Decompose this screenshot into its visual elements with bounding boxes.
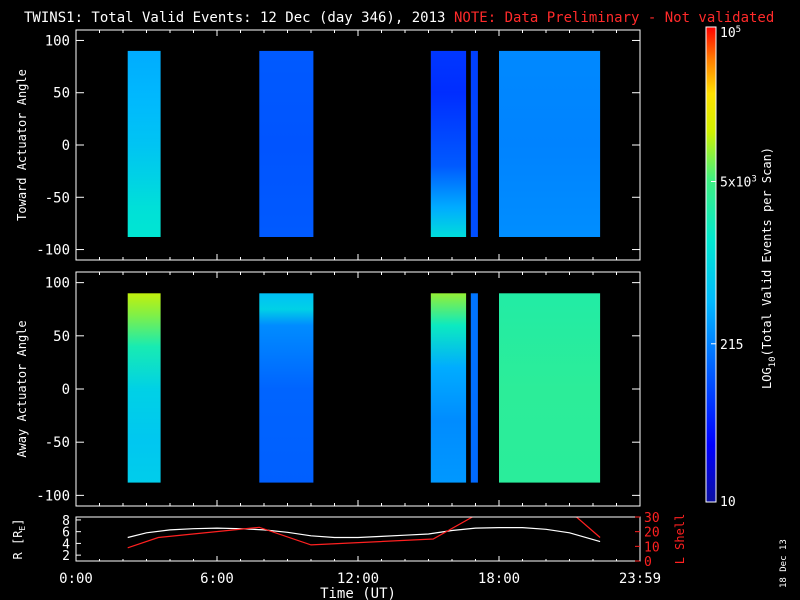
y-tick-label: -50 (45, 190, 70, 206)
y-tick-label: 100 (45, 276, 70, 292)
radius-line (127, 526, 601, 543)
orbit-frame (75, 516, 641, 562)
colorbar: 10 215 5x103 105 (705, 25, 757, 510)
toward-data-block (127, 50, 161, 238)
colorbar-tick-label: 5x103 (720, 174, 757, 190)
right-tick-label: 30 (644, 511, 660, 526)
right-tick-label: 10 (644, 540, 660, 555)
l-shell-line (127, 517, 601, 549)
y-tick-label: 0 (62, 138, 70, 154)
colorbar-label-log: LOG (760, 367, 774, 389)
away-data-block (470, 293, 478, 483)
away-data-block (430, 293, 467, 483)
chart-title: TWINS1: Total Valid Events: 12 Dec (day … (24, 10, 445, 26)
toward-data-block (430, 50, 467, 238)
date-stamp: 18 Dec 13 (779, 539, 789, 588)
x-tick-label: 23:59 (619, 571, 661, 587)
y-tick-label: 50 (53, 329, 70, 345)
right-tick-label: 0 (644, 555, 652, 570)
left-tick-label: 8 (62, 514, 70, 529)
colorbar-label-sub: 10 (768, 356, 778, 367)
y-tick-label: -100 (36, 488, 70, 504)
y-tick-label: 50 (53, 86, 70, 102)
x-tick-label: 6:00 (200, 571, 234, 587)
right-tick-label: 20 (644, 526, 660, 541)
colorbar-tick-label: 10 (720, 495, 736, 510)
x-axis-label: Time (UT) (320, 586, 396, 600)
toward-y-axis-label: Toward Actuator Angle (15, 69, 29, 221)
left-tick-label: 4 (62, 537, 70, 552)
x-tick-label: 0:00 (59, 571, 93, 587)
away-panel: -100 -50 0 50 100 Away Actuator Angle (15, 271, 641, 507)
toward-data-block (499, 50, 601, 238)
colorbar-tick-label: 105 (720, 25, 741, 41)
toward-data-block (259, 50, 314, 238)
toward-data-block (470, 50, 478, 238)
away-data-block (259, 293, 314, 483)
colorbar-label-rest: (Total Valid Events per Scan) (760, 147, 774, 357)
toward-panel: -100 -50 0 50 100 Toward Actuator Angle (15, 29, 641, 261)
colorbar-label: LOG10(Total Valid Events per Scan) (760, 147, 778, 389)
y-tick-label: 100 (45, 33, 70, 49)
preliminary-note: NOTE: Data Preliminary - Not validated (454, 10, 774, 26)
away-y-axis-label: Away Actuator Angle (15, 320, 29, 457)
y-tick-label: -100 (36, 243, 70, 259)
colorbar-tick-label: 215 (720, 338, 743, 353)
l-shell-axis-label: L Shell (673, 514, 687, 565)
away-data-block (499, 293, 601, 483)
away-data-block (127, 293, 161, 483)
y-tick-label: -50 (45, 435, 70, 451)
colorbar-gradient (705, 26, 717, 503)
x-tick-label: 12:00 (337, 571, 379, 587)
left-tick-label: 6 (62, 526, 70, 541)
radius-axis-label: R [RE] (11, 519, 27, 560)
x-tick-label: 18:00 (478, 571, 520, 587)
y-tick-label: 0 (62, 382, 70, 398)
left-tick-label: 2 (62, 549, 70, 564)
